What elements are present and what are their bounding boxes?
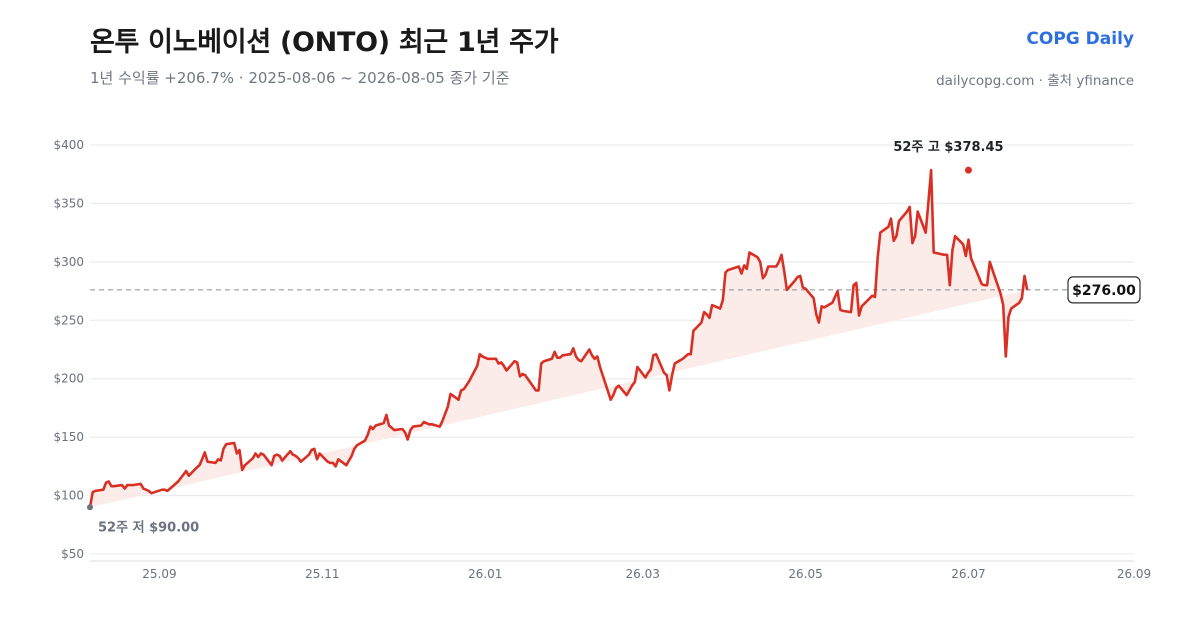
source-credit: dailycopg.com · 출처 yfinance <box>936 73 1134 89</box>
y-tick-label: $150 <box>53 430 84 444</box>
last-price-badge: $276.00 <box>1067 276 1141 304</box>
last-price-box <box>1067 276 1141 304</box>
x-tick-label: 26.07 <box>951 567 985 581</box>
x-tick-label: 25.09 <box>142 567 176 581</box>
x-axis-ticks: 25.09 25.11 26.01 26.03 26.05 26.07 26.09 <box>142 567 1151 581</box>
grid-lines <box>90 144 1134 562</box>
high-marker <box>964 166 972 174</box>
last-price-label: $276.00 <box>1072 283 1136 299</box>
high-label: 52주 고 $378.45 <box>893 140 1003 155</box>
y-tick-label: $200 <box>53 372 84 386</box>
y-tick-label: $100 <box>53 489 84 503</box>
brand-link[interactable]: COPG Daily <box>1026 29 1134 49</box>
y-tick-label: $250 <box>53 313 84 327</box>
y-tick-label: $400 <box>53 138 84 152</box>
y-tick-label: $300 <box>53 255 84 269</box>
y-tick-label: $50 <box>61 547 84 561</box>
x-tick-label: 25.11 <box>305 567 339 581</box>
chart-subtitle: 1년 수익률 +206.7% · 2025-08-06 ~ 2026-08-05… <box>90 69 510 87</box>
price-area <box>90 170 1028 508</box>
low-label: 52주 저 $90.00 <box>98 520 199 535</box>
x-tick-label: 26.09 <box>1117 567 1151 581</box>
y-axis-ticks: $50 $100 $150 $200 $250 $300 $350 $400 <box>53 138 84 561</box>
low-marker <box>87 504 93 511</box>
x-tick-label: 26.03 <box>626 567 660 581</box>
chart-title: 온투 이노베이션 (ONTO) 최근 1년 주가 <box>90 27 559 58</box>
price-line[interactable] <box>88 168 1029 508</box>
y-tick-label: $350 <box>53 196 84 210</box>
x-tick-label: 26.05 <box>788 567 822 581</box>
x-tick-label: 26.01 <box>468 567 502 581</box>
